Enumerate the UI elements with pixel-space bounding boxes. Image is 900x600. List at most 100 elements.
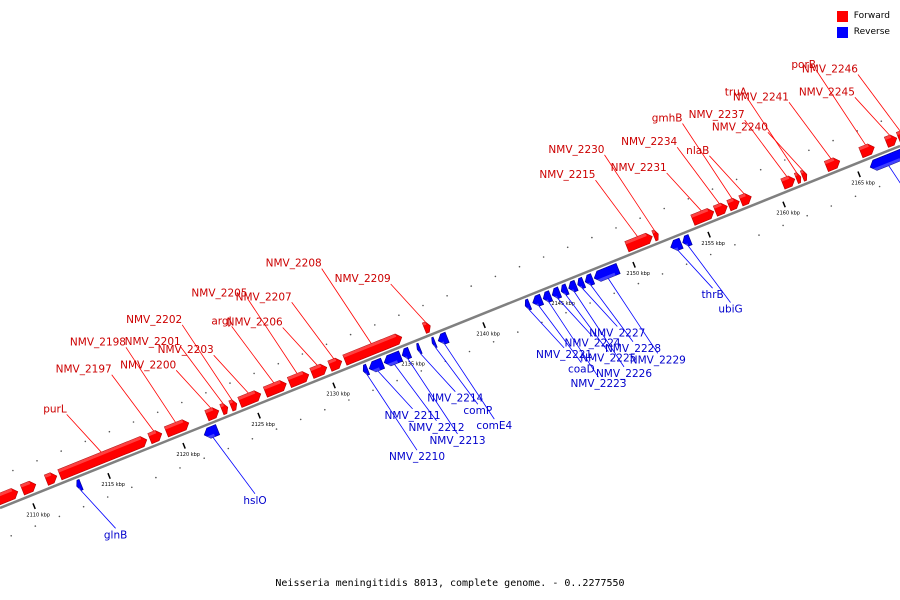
track-dot — [517, 331, 519, 333]
forward-gene — [895, 130, 900, 143]
gene-label: NMV_2202 — [126, 314, 182, 326]
gene-label: NMV_2231 — [611, 162, 667, 174]
forward-gene — [327, 357, 343, 372]
gene-highlight — [858, 143, 869, 151]
forward-gene — [342, 333, 403, 366]
gene-highlight — [651, 229, 656, 234]
gene-label: NMV_2212 — [408, 422, 464, 434]
gene-label: NMV_2208 — [266, 258, 322, 270]
leader-line — [548, 302, 599, 378]
gene-label: ubiG — [718, 304, 742, 316]
forward-gene — [286, 371, 310, 388]
track-dot — [806, 214, 808, 217]
gene-label: glnB — [104, 529, 127, 541]
gene-highlight — [287, 371, 304, 381]
leader-line — [604, 154, 655, 231]
forward-gene — [57, 436, 148, 481]
forward-gene — [228, 399, 238, 412]
forward-gene — [204, 407, 220, 422]
track-dot — [832, 139, 834, 142]
track-dot — [181, 401, 183, 404]
forward-gene — [421, 321, 431, 334]
leader-line — [321, 268, 372, 344]
track-dot — [735, 178, 738, 181]
leader-line — [390, 283, 426, 323]
leader-line — [377, 370, 413, 410]
axis-tick — [632, 261, 636, 268]
leader-line — [582, 288, 618, 327]
gene-label: NMV_2223 — [570, 378, 626, 390]
gene-highlight — [228, 399, 233, 404]
track-dot — [348, 399, 350, 401]
gene-label: NMV_2230 — [548, 144, 604, 156]
tick-label: 2130 kbp — [326, 392, 350, 398]
gene-highlight — [309, 364, 322, 372]
track-dot — [494, 275, 497, 278]
gene-labels: purLNMV_2197NMV_2198NMV_2200NMV_2201NMV_… — [43, 59, 858, 541]
gene-label: thrB — [701, 289, 723, 301]
leader-line — [676, 146, 720, 204]
leader-line — [175, 370, 212, 409]
forward-gene — [738, 193, 752, 207]
leader-line — [180, 346, 224, 404]
gene-label: NMV_2221 — [536, 349, 592, 361]
track-dot — [687, 198, 690, 200]
track-dot — [880, 120, 883, 122]
track-dot — [685, 263, 688, 266]
gene-highlight — [544, 299, 549, 304]
leader-line — [125, 347, 176, 423]
gene-label: gmhB — [652, 113, 683, 125]
forward-gene — [726, 197, 740, 212]
track-dot — [205, 392, 207, 394]
track-dot — [663, 207, 665, 210]
gene-highlight — [794, 172, 798, 177]
forward-gene — [262, 380, 287, 398]
gene-highlight — [327, 358, 337, 364]
forward-gene — [793, 172, 802, 184]
leader-line — [394, 364, 437, 422]
forward-gene — [651, 229, 659, 242]
gene-label: NMV_2207 — [236, 291, 292, 303]
forward-gene — [780, 175, 796, 190]
leader-line — [565, 295, 609, 352]
gene-highlight — [403, 356, 408, 361]
axis-tick — [257, 412, 261, 419]
gene-label: NMV_2234 — [621, 136, 677, 148]
track-dot — [758, 234, 760, 236]
forward-gene — [690, 208, 715, 226]
leader-line — [595, 179, 638, 237]
gene-label: argJ — [211, 315, 231, 327]
reverse-swatch — [836, 26, 848, 38]
legend-reverse: Reverse — [836, 24, 890, 40]
track-dot — [58, 515, 61, 518]
track-dot — [591, 236, 593, 239]
leader-line — [557, 298, 593, 337]
axis-tick — [32, 503, 36, 510]
gene-label: NMV_2206 — [227, 317, 283, 329]
forward-gene — [799, 169, 808, 182]
gene-highlight — [57, 436, 142, 473]
gene-label: NMV_2240 — [712, 121, 768, 133]
track-dot — [542, 256, 545, 258]
track-dot — [108, 430, 111, 433]
track-dot — [398, 314, 400, 317]
track-dot — [155, 476, 157, 479]
gene-highlight — [385, 360, 399, 368]
leader-line — [677, 250, 713, 289]
track-dot — [878, 185, 881, 188]
leader-line — [744, 119, 788, 177]
tick-label: 2125 kbp — [251, 422, 275, 428]
track-dot — [132, 421, 135, 423]
leader-line — [857, 74, 900, 132]
reverse-gene — [401, 346, 413, 360]
axis-tick — [482, 322, 486, 329]
track-dot — [325, 343, 328, 346]
track-dot — [661, 273, 664, 275]
gene-highlight — [526, 307, 530, 311]
gene-label: comP — [463, 405, 492, 417]
tick-label: 2120 kbp — [176, 452, 200, 458]
genome-axis-line — [0, 144, 900, 510]
track-dot — [808, 149, 810, 152]
leader-line — [682, 123, 733, 199]
